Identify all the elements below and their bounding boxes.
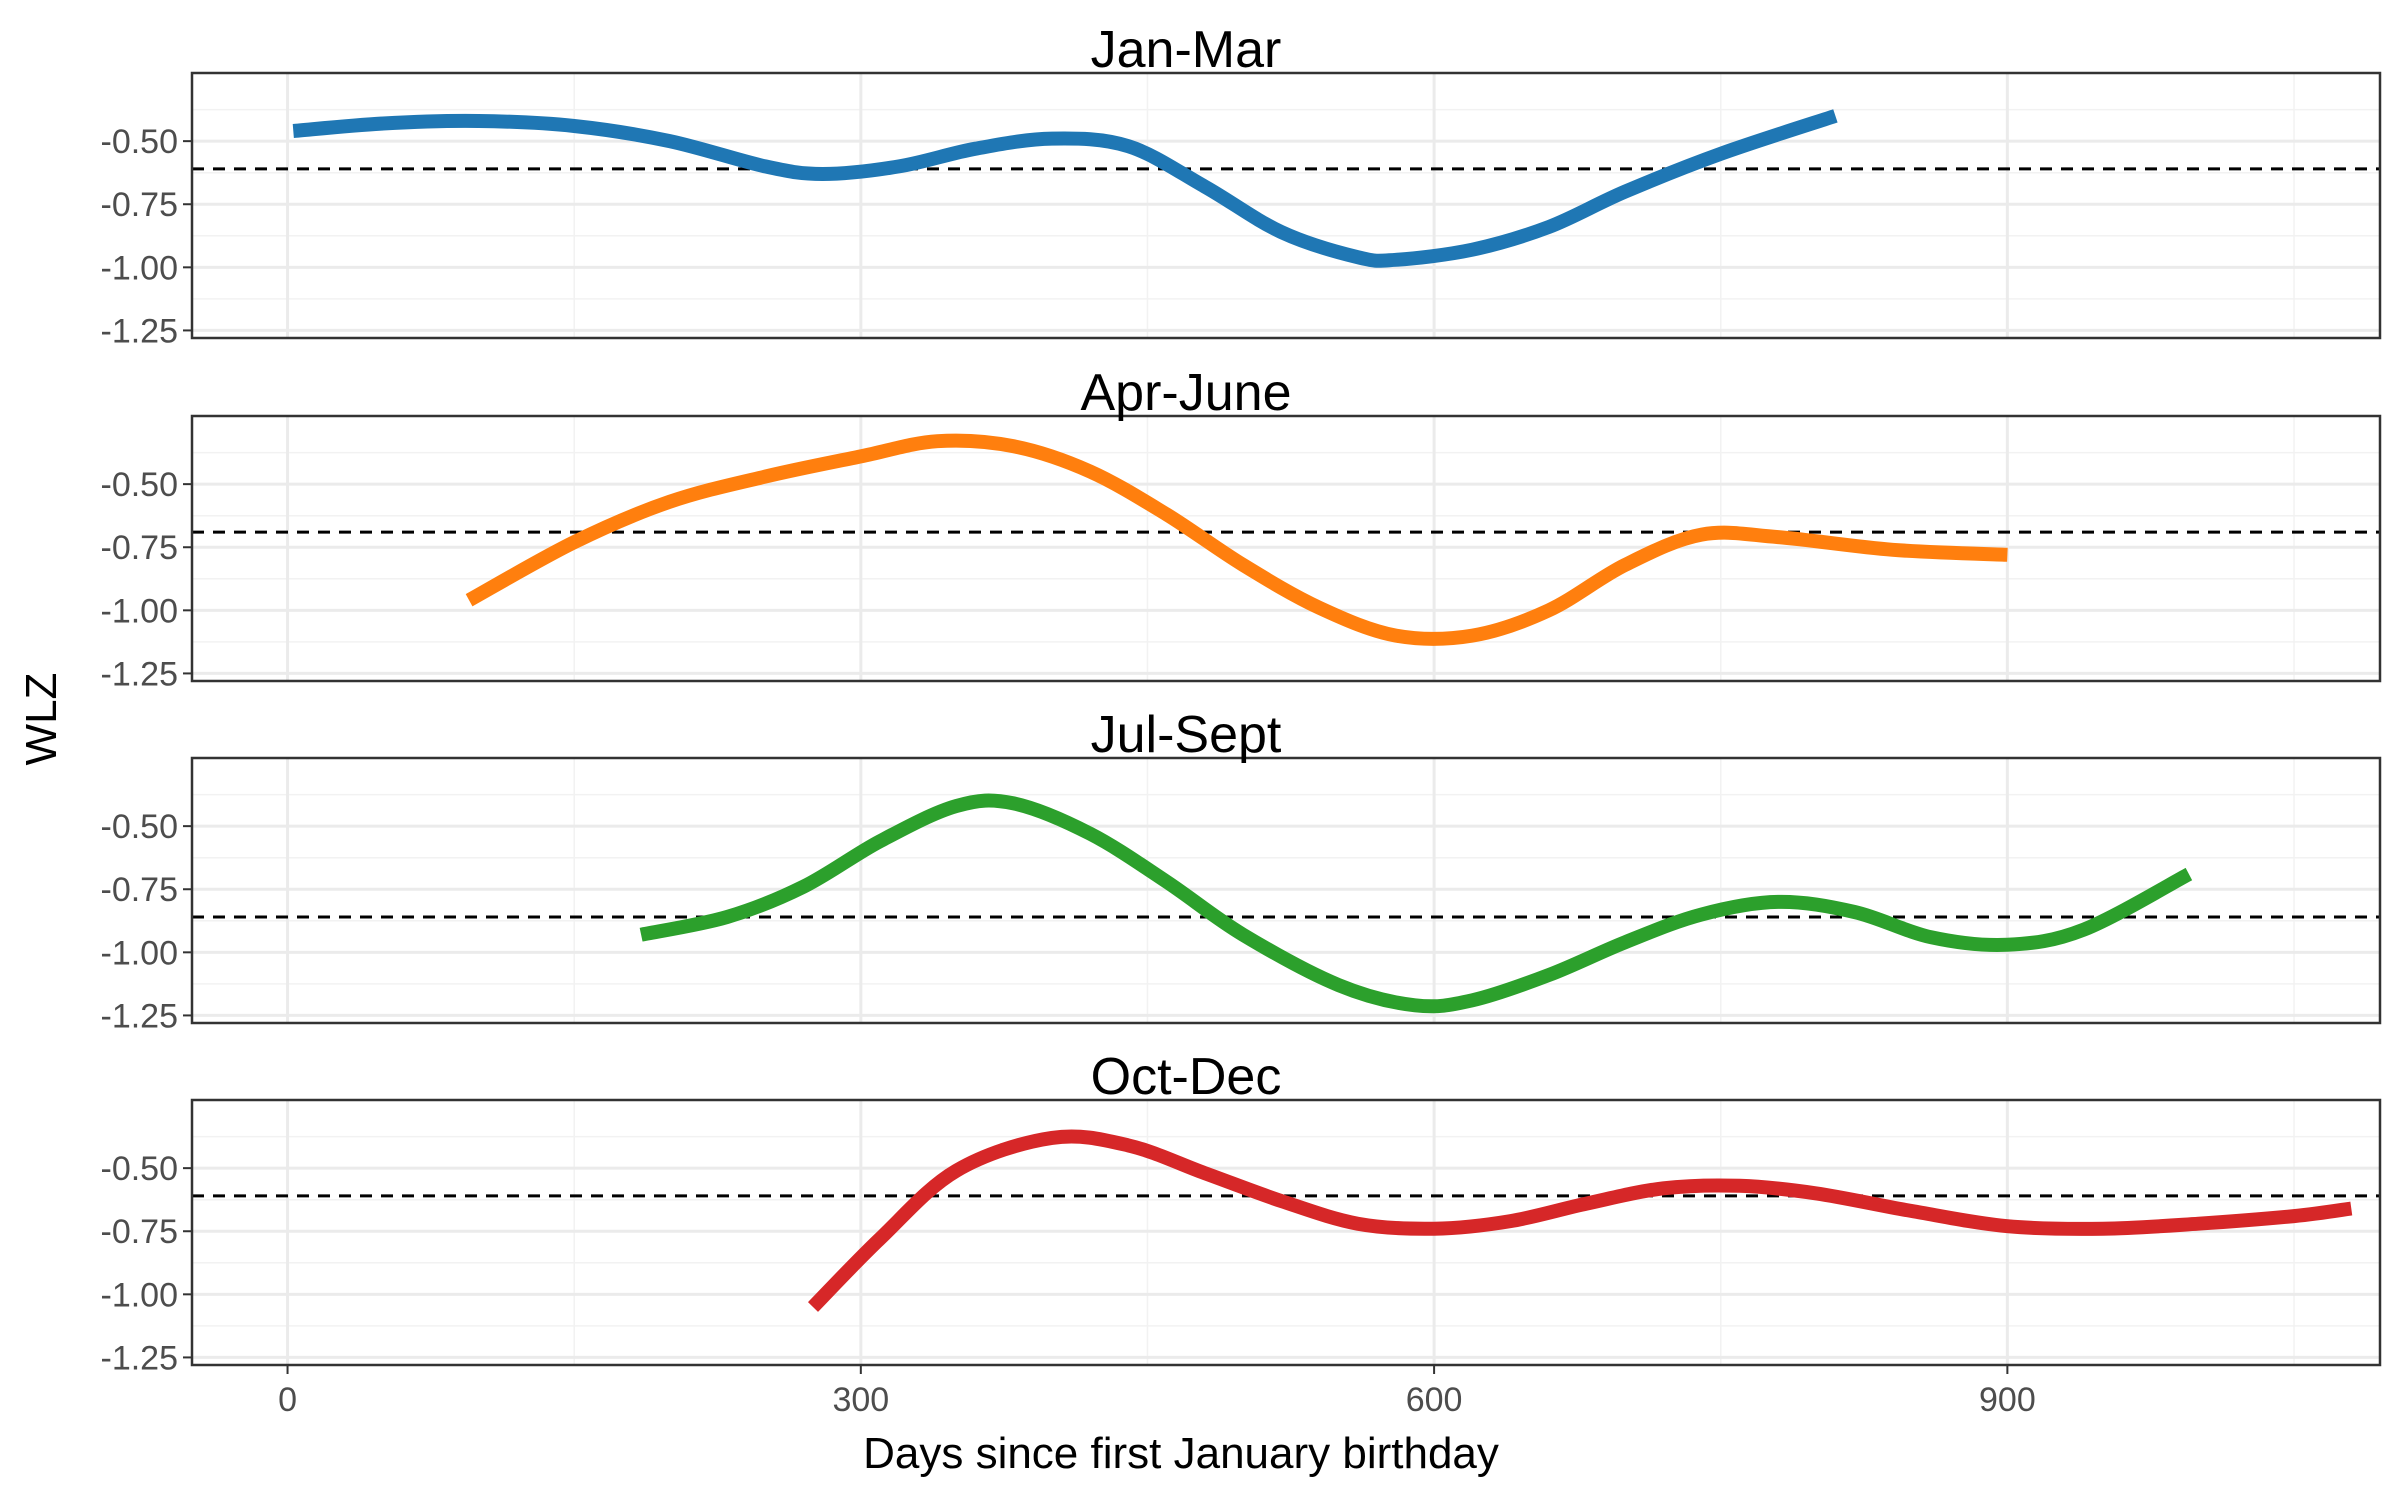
y-tick-label: -0.50 [101, 123, 179, 161]
y-tick-label: -1.00 [101, 249, 179, 287]
y-tick-label: -1.00 [101, 934, 179, 972]
y-tick-label: -1.25 [101, 997, 179, 1035]
series-line [465, 433, 2008, 646]
series-line [639, 793, 2193, 1014]
panel-apr-june: -0.50 -0.75 -1.00 -1.25 Apr-June [101, 364, 2382, 693]
y-tick-label: -1.00 [101, 592, 179, 630]
panel-oct-dec: -0.50 -0.75 -1.00 -1.25 Oct-Dec [101, 1048, 2382, 1377]
panel-title: Oct-Dec [1091, 1048, 1282, 1106]
panel-title: Jan-Mar [1091, 21, 1282, 79]
x-axis-title: Days since first January birthday [863, 1429, 1499, 1478]
x-tick-label: 300 [832, 1381, 889, 1419]
panel-border [190, 1098, 2382, 1367]
y-tick-label: -0.75 [101, 186, 179, 224]
panel-border [190, 414, 2382, 683]
y-tick-label: -1.25 [101, 655, 179, 693]
y-tick-label: -1.25 [101, 1339, 179, 1377]
x-tick-label: 600 [1406, 1381, 1463, 1419]
y-tick-label: -0.50 [101, 466, 179, 504]
x-axis: 0 300 600 900 [278, 1365, 2036, 1419]
y-tick-label: -0.50 [101, 1150, 179, 1188]
y-tick-label: -1.25 [101, 312, 179, 350]
series-line [292, 109, 1838, 268]
x-tick-label: 0 [278, 1381, 297, 1419]
x-tick-label: 900 [1979, 1381, 2036, 1419]
panel-border [190, 71, 2382, 340]
panel-jul-sept: -0.50 -0.75 -1.00 -1.25 Jul-Sept [101, 706, 2382, 1035]
y-tick-label: -0.75 [101, 529, 179, 567]
panel-title: Apr-June [1081, 364, 1292, 422]
panel-title: Jul-Sept [1091, 706, 1282, 764]
y-tick-label: -0.75 [101, 1213, 179, 1251]
series-line [808, 1129, 2353, 1312]
facet-panels: -0.50 -0.75 -1.00 -1.25 Jan-Mar -0.50 -0.75 -1.… [101, 21, 2382, 1377]
y-tick-label: -1.00 [101, 1276, 179, 1314]
y-axis-title: WLZ [17, 673, 66, 766]
panel-border [190, 756, 2382, 1025]
y-tick-label: -0.75 [101, 871, 179, 909]
y-tick-label: -0.50 [101, 808, 179, 846]
panel-jan-mar: -0.50 -0.75 -1.00 -1.25 Jan-Mar [101, 21, 2382, 350]
